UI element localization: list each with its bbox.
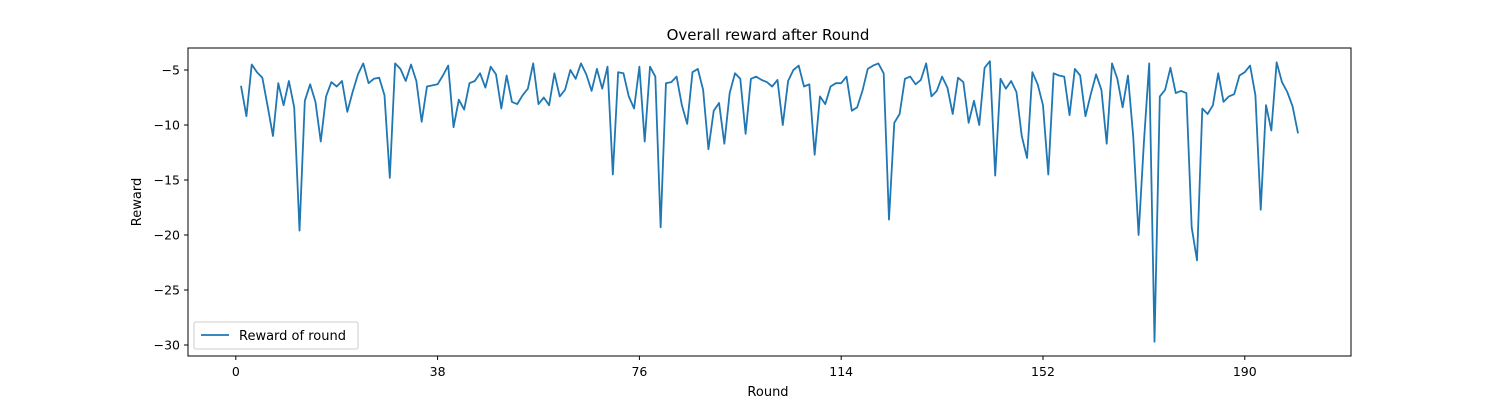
- plot-area: [187, 47, 1352, 357]
- x-tick-label: 0: [232, 364, 240, 379]
- series-line: [240, 60, 1299, 343]
- x-tick-label: 152: [1031, 364, 1055, 379]
- plot-frame: [187, 47, 1352, 357]
- x-axis: 0 38 76 114 152 190: [232, 356, 1257, 379]
- y-tick-label: −20: [154, 228, 180, 243]
- legend-box: [193, 321, 359, 350]
- y-tick-label: −30: [154, 338, 180, 353]
- legend-label: Reward of round: [239, 329, 346, 344]
- y-axis: −5 −10 −15 −20 −25 −30: [154, 63, 188, 353]
- series-group: [240, 60, 1299, 343]
- y-tick-label: −10: [154, 118, 180, 133]
- x-tick-label: 76: [631, 364, 647, 379]
- y-axis-label: Reward: [130, 178, 145, 226]
- x-axis-label: Round: [747, 385, 788, 400]
- x-tick-label: 38: [430, 364, 446, 379]
- y-tick-label: −5: [162, 63, 180, 78]
- chart-title: Overall reward after Round: [667, 26, 870, 44]
- x-tick-label: 114: [829, 364, 853, 379]
- x-tick-label: 190: [1233, 364, 1257, 379]
- legend: Reward of round: [193, 321, 359, 350]
- y-tick-label: −15: [154, 173, 180, 188]
- y-tick-label: −25: [154, 283, 180, 298]
